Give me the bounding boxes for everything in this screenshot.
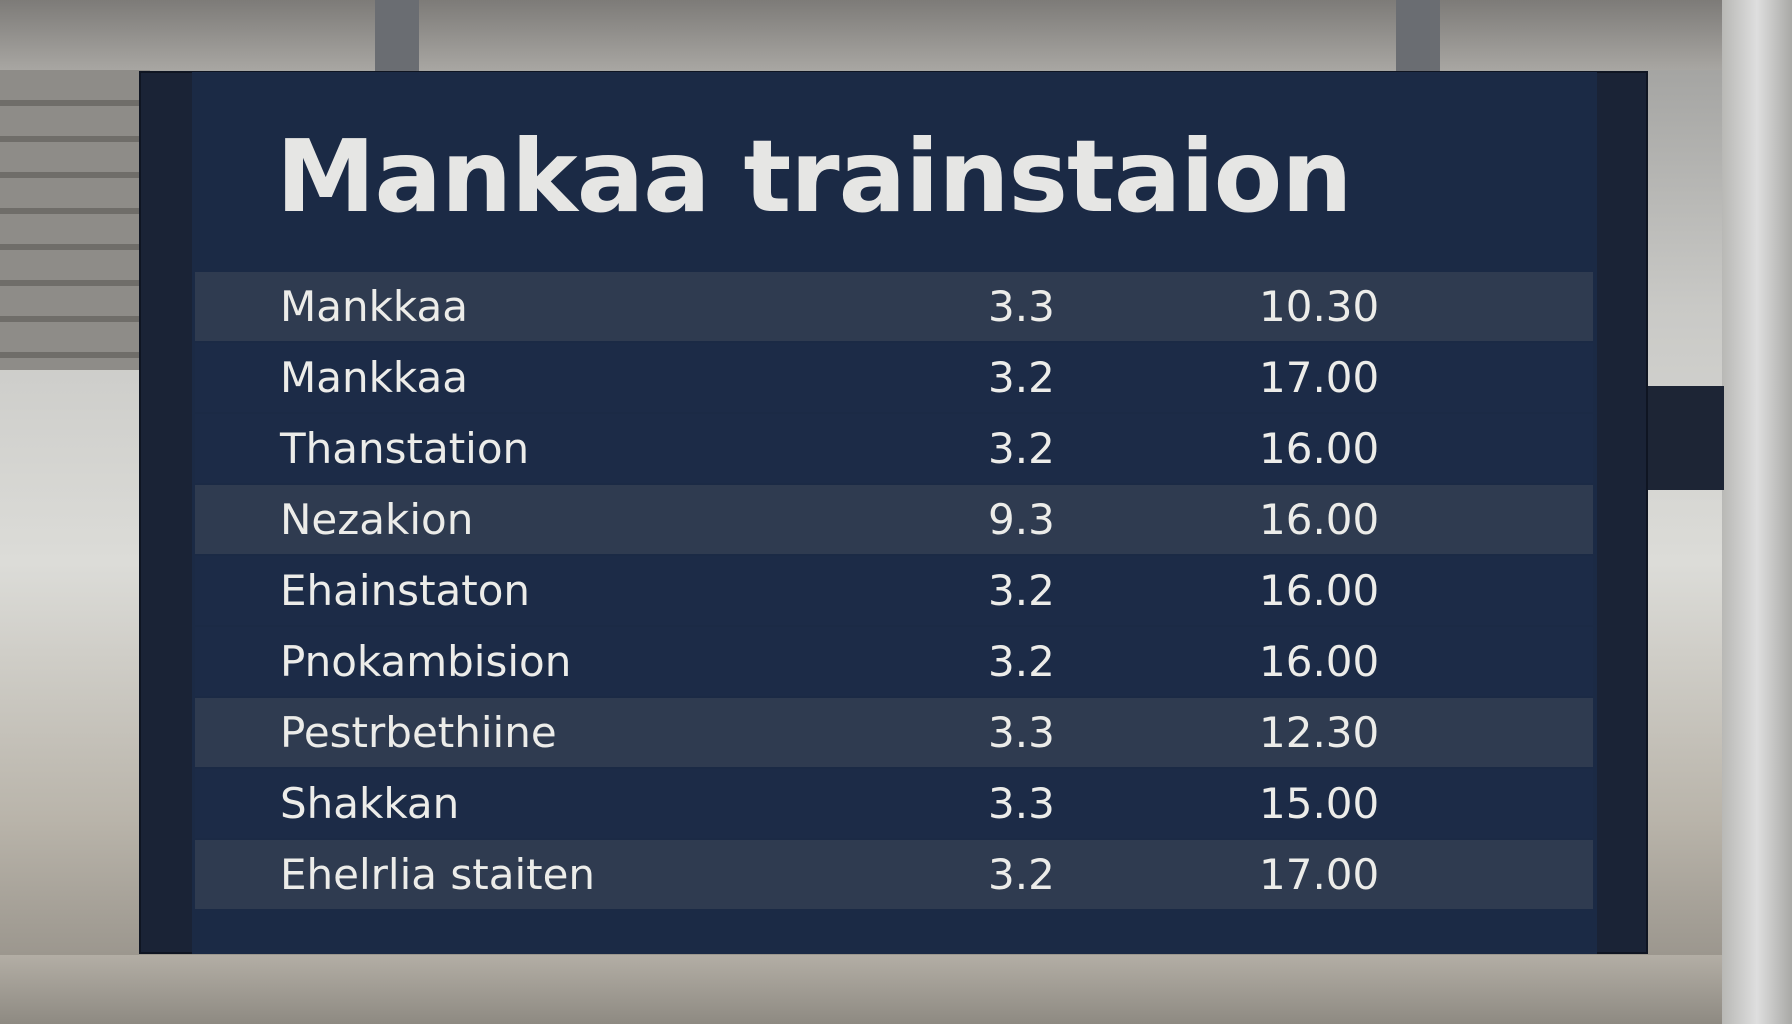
- departure-time: 15.00: [1259, 779, 1380, 828]
- platform: 3.2: [988, 424, 1055, 473]
- platform: 3.3: [988, 282, 1055, 331]
- departure-time: 12.30: [1259, 708, 1380, 757]
- pillar: [1722, 0, 1792, 1024]
- platform: 3.2: [988, 353, 1055, 402]
- board-row: Ehainstaton 3.2 16.00: [195, 556, 1593, 625]
- platform: 3.3: [988, 779, 1055, 828]
- departure-time: 16.00: [1259, 495, 1380, 544]
- destination: Mankkaa: [280, 282, 468, 331]
- board-row: Nezakion 9.3 16.00: [195, 485, 1593, 554]
- board-title: Mankaa trainstaion: [276, 118, 1353, 235]
- destination: Nezakion: [280, 495, 474, 544]
- board-row: Ehelrlia staiten 3.2 17.00: [195, 840, 1593, 909]
- platform: 3.2: [988, 637, 1055, 686]
- bracket: [1646, 386, 1724, 490]
- departure-time: 10.30: [1259, 282, 1380, 331]
- platform: [0, 955, 1792, 1024]
- board-row: Pestrbethiine 3.3 12.30: [195, 698, 1593, 767]
- destination: Pnokambision: [280, 637, 572, 686]
- board-row: Mankkaa 3.2 17.00: [195, 343, 1593, 412]
- board-row: Pnokambision 3.2 16.00: [195, 627, 1593, 696]
- hanger: [1396, 0, 1440, 72]
- destination: Ehelrlia staiten: [280, 850, 596, 899]
- departure-time: 16.00: [1259, 566, 1380, 615]
- departure-time: 17.00: [1259, 850, 1380, 899]
- platform: 9.3: [988, 495, 1055, 544]
- roof: [0, 0, 1792, 70]
- destination: Thanstation: [280, 424, 530, 473]
- platform: 3.3: [988, 708, 1055, 757]
- departure-time: 16.00: [1259, 637, 1380, 686]
- destination: Pestrbethiine: [280, 708, 557, 757]
- board-row: Thanstation 3.2 16.00: [195, 414, 1593, 483]
- departure-time: 16.00: [1259, 424, 1380, 473]
- board-row: Mankkaa 3.3 10.30: [195, 272, 1593, 341]
- roof-beams: [0, 70, 150, 370]
- destination: Ehainstaton: [280, 566, 531, 615]
- departure-time: 17.00: [1259, 353, 1380, 402]
- hanger: [375, 0, 419, 72]
- platform: 3.2: [988, 566, 1055, 615]
- destination: Mankkaa: [280, 353, 468, 402]
- platform: 3.2: [988, 850, 1055, 899]
- board-row: Shakkan 3.3 15.00: [195, 769, 1593, 838]
- destination: Shakkan: [280, 779, 460, 828]
